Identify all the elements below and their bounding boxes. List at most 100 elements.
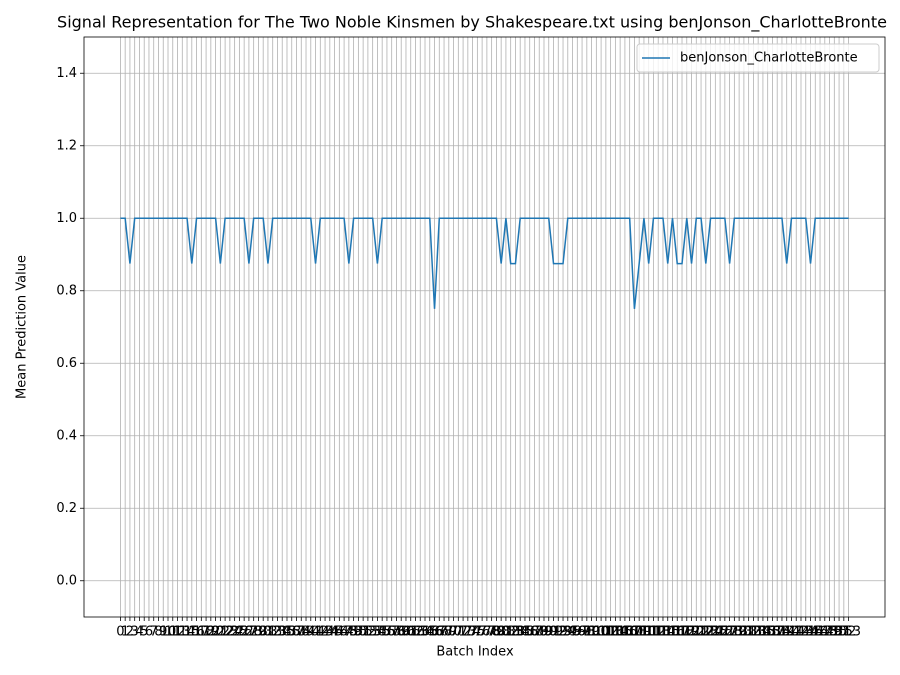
x-tick-label: 130 — [727, 625, 752, 640]
x-tick-label: 105 — [608, 625, 633, 640]
x-tick-label: 136 — [755, 625, 780, 640]
x-tick-label: 17 — [193, 625, 210, 640]
x-tick-label: 8 — [154, 625, 162, 640]
y-tick-label: 0.4 — [56, 428, 77, 443]
x-tick-label: 150 — [822, 625, 847, 640]
x-tick-label: 86 — [521, 625, 538, 640]
x-tick-label: 82 — [502, 625, 519, 640]
x-tick-label: 67 — [431, 625, 448, 640]
x-tick-label: 39 — [298, 625, 315, 640]
x-tick-label: 48 — [341, 625, 358, 640]
x-tick-label: 49 — [345, 625, 362, 640]
x-tick-label: 69 — [441, 625, 458, 640]
x-tick-label: 151 — [827, 625, 852, 640]
x-tick-label: 50 — [350, 625, 367, 640]
x-tick-label: 36 — [283, 625, 300, 640]
x-tick-label: 63 — [412, 625, 429, 640]
x-tick-label: 4 — [135, 625, 143, 640]
x-tick-label: 3 — [131, 625, 139, 640]
x-tick-label: 22 — [217, 625, 234, 640]
x-tick-label: 148 — [812, 625, 837, 640]
x-tick-label: 115 — [655, 625, 680, 640]
x-tick-label: 104 — [603, 625, 628, 640]
legend: benJonson_CharlotteBronte — [636, 43, 880, 73]
x-tick-label: 140 — [774, 625, 799, 640]
x-tick-label: 47 — [336, 625, 353, 640]
x-tick-label: 6 — [145, 625, 153, 640]
x-tick-label: 85 — [517, 625, 534, 640]
x-tick-label: 83 — [507, 625, 524, 640]
x-tick-label: 107 — [617, 625, 642, 640]
x-tick-label: 94 — [560, 625, 577, 640]
x-tick-label: 32 — [264, 625, 281, 640]
x-tick-label: 72 — [455, 625, 472, 640]
x-tick-label: 75 — [469, 625, 486, 640]
x-tick-label: 62 — [407, 625, 424, 640]
x-tick-label: 35 — [279, 625, 296, 640]
legend-label: benJonson_CharlotteBronte — [680, 51, 858, 66]
x-tick-label: 123 — [693, 625, 718, 640]
x-tick-label: 21 — [212, 625, 229, 640]
x-tick-label: 149 — [817, 625, 842, 640]
x-tick-label: 66 — [426, 625, 443, 640]
x-tick-label: 143 — [789, 625, 814, 640]
x-tick-label: 1 — [121, 625, 129, 640]
x-tick-label: 40 — [303, 625, 320, 640]
x-tick-label: 137 — [760, 625, 785, 640]
x-tick-label: 152 — [831, 625, 856, 640]
x-tick-label: 92 — [550, 625, 567, 640]
x-tick-label: 96 — [569, 625, 586, 640]
x-tick-label: 98 — [579, 625, 596, 640]
plot-frame — [83, 36, 886, 618]
x-tick-label: 24 — [226, 625, 243, 640]
x-tick-label: 28 — [245, 625, 262, 640]
x-tick-label: 103 — [598, 625, 623, 640]
x-tick-label: 59 — [393, 625, 410, 640]
y-axis-label: Mean Prediction Value — [15, 255, 30, 399]
x-tick-label: 44 — [322, 625, 339, 640]
x-tick-label: 9 — [159, 625, 167, 640]
x-tick-label: 84 — [512, 625, 529, 640]
x-tick-label: 45 — [326, 625, 343, 640]
x-tick-label: 60 — [398, 625, 415, 640]
x-tick-label: 16 — [188, 625, 205, 640]
x-tick-label: 53 — [364, 625, 381, 640]
x-tick-label: 134 — [746, 625, 771, 640]
legend-box — [636, 43, 880, 73]
x-tick-label: 74 — [464, 625, 481, 640]
x-tick-label: 120 — [679, 625, 704, 640]
x-tick-label: 38 — [293, 625, 310, 640]
x-tick-label: 14 — [179, 625, 196, 640]
x-tick-label: 111 — [636, 625, 661, 640]
x-tick-label: 118 — [670, 625, 695, 640]
x-tick-label: 144 — [793, 625, 818, 640]
x-tick-label: 127 — [712, 625, 737, 640]
x-tick-label: 52 — [360, 625, 377, 640]
x-tick-label: 126 — [708, 625, 733, 640]
x-tick-label: 113 — [646, 625, 671, 640]
x-tick-label: 34 — [274, 625, 291, 640]
x-tick-label: 131 — [731, 625, 756, 640]
y-tick-label: 0.6 — [56, 356, 77, 371]
x-tick-label: 42 — [312, 625, 329, 640]
x-tick-label: 91 — [545, 625, 562, 640]
x-tick-label: 93 — [555, 625, 572, 640]
y-tick-label: 0.0 — [56, 573, 77, 588]
x-tick-label: 61 — [402, 625, 419, 640]
x-tick-label: 146 — [803, 625, 828, 640]
x-tick-label: 128 — [717, 625, 742, 640]
x-tick-label: 87 — [526, 625, 543, 640]
x-tick-label: 18 — [198, 625, 215, 640]
x-tick-label: 77 — [479, 625, 496, 640]
x-tick-label: 56 — [379, 625, 396, 640]
x-tick-label: 13 — [174, 625, 191, 640]
x-tick-label: 106 — [612, 625, 637, 640]
x-tick-label: 97 — [574, 625, 591, 640]
x-tick-label: 122 — [689, 625, 714, 640]
x-tick-label: 68 — [436, 625, 453, 640]
x-tick-label: 23 — [222, 625, 239, 640]
x-tick-label: 109 — [627, 625, 652, 640]
chart-title: Signal Representation for The Two Noble … — [57, 13, 887, 33]
